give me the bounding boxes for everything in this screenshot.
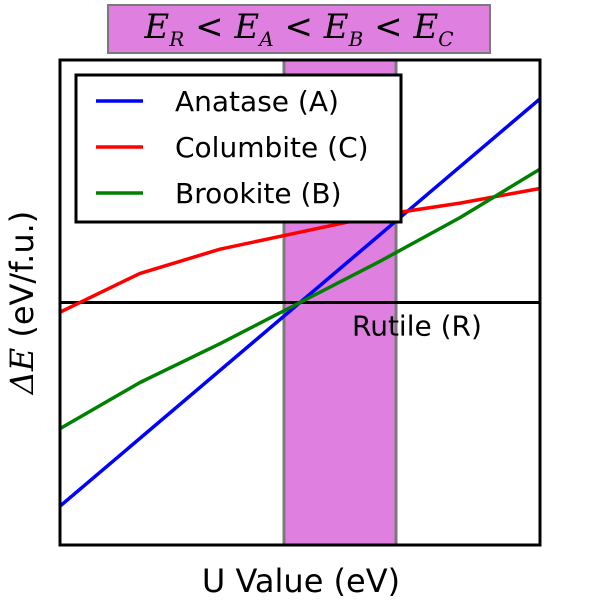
legend-label-1: Columbite (C) <box>175 131 369 164</box>
legend-label-2: Brookite (B) <box>175 177 342 210</box>
title-subscript: B <box>348 26 364 51</box>
title-symbol: E <box>323 7 349 48</box>
title-subscript: A <box>259 26 274 51</box>
title-symbol: E <box>144 7 170 48</box>
series-group <box>60 97 540 508</box>
y-axis-label-symbol: ΔE <box>3 348 41 396</box>
y-axis-label: ΔE (eV/f.u.) <box>3 211 41 397</box>
chart-title-box: ER < EA < EB < EC <box>107 4 491 54</box>
title-operator: < <box>363 7 414 48</box>
series-line-2 <box>60 167 540 431</box>
chart-title: ER < EA < EB < EC <box>144 7 453 51</box>
series-line-1 <box>60 186 540 314</box>
title-subscript: R <box>169 26 185 51</box>
x-axis-label: U Value (eV) <box>202 562 400 600</box>
legend-label-0: Anatase (A) <box>175 85 339 118</box>
title-operator: < <box>184 7 235 48</box>
plot-frame <box>58 58 542 547</box>
title-symbol: E <box>234 7 260 48</box>
title-symbol: E <box>413 7 439 48</box>
title-subscript: C <box>438 26 454 51</box>
rutile-label: Rutile (R) <box>352 310 482 343</box>
title-operator: < <box>273 7 324 48</box>
y-axis-label-unit: (eV/f.u.) <box>3 211 41 348</box>
